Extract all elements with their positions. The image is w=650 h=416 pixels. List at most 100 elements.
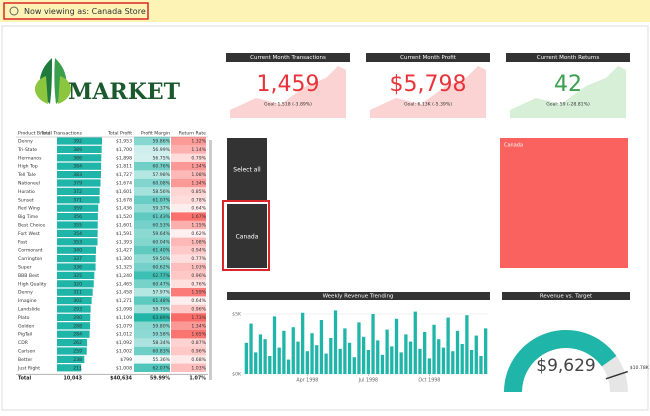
table-cell: $1,700 — [116, 147, 132, 153]
bar — [451, 351, 455, 374]
return-shade — [171, 237, 206, 246]
return-shade — [171, 321, 206, 330]
bar — [418, 348, 422, 374]
table-cell: $1,427 — [116, 248, 132, 254]
map-tile[interactable] — [500, 138, 628, 268]
table-cell: 56.75% — [152, 155, 170, 161]
bar — [474, 335, 478, 374]
sparkline-area — [510, 66, 626, 118]
return-shade — [171, 229, 206, 238]
table-cell: 284 — [73, 332, 82, 338]
x-tick-label: Jul 1998 — [358, 378, 379, 384]
table-cell: 60.62% — [152, 265, 170, 271]
transactions-bar — [57, 288, 93, 296]
margin-shade — [134, 162, 170, 171]
banner-bar — [0, 0, 650, 22]
table-cell: 311 — [73, 290, 82, 296]
card-title: Current Month Returns — [537, 55, 600, 61]
bar — [390, 346, 394, 374]
table-cell: Tell Tale — [17, 172, 36, 178]
table-cell: $1,898 — [116, 155, 132, 161]
table-cell: PigTail — [18, 332, 32, 338]
bar — [479, 356, 483, 374]
table-cell: 1.34% — [191, 323, 206, 329]
margin-shade — [134, 313, 170, 322]
table-cell: 238 — [73, 357, 82, 363]
table-cell: 1.34% — [191, 181, 206, 187]
table-cell: Cormorant — [18, 248, 43, 254]
bar — [310, 333, 314, 374]
bar — [460, 344, 464, 374]
table-cell: 61.43% — [152, 214, 170, 220]
table-cell: 58.34% — [152, 340, 170, 346]
table-cell: 259 — [73, 349, 82, 355]
transactions-bar — [57, 137, 102, 145]
table-cell: 1.03% — [191, 265, 206, 271]
bar — [455, 330, 460, 374]
table-cell: 0.78% — [191, 197, 206, 203]
table-cell: Just Right — [17, 365, 40, 371]
return-shade — [171, 162, 206, 171]
bar — [484, 328, 488, 374]
table-cell: $1,240 — [116, 273, 132, 279]
bar — [249, 323, 253, 374]
slicer-tile[interactable] — [227, 204, 267, 268]
table-cell: 0.64% — [191, 206, 206, 212]
return-shade — [171, 279, 206, 288]
slicer-label[interactable]: Canada — [236, 234, 259, 241]
table-cell: 384 — [73, 164, 82, 170]
return-shade — [171, 153, 206, 162]
table-cell: $1,674 — [116, 181, 132, 187]
gauge-target-label: $10.78K — [630, 365, 650, 371]
table-cell: 0.85% — [191, 189, 206, 195]
scrollbar — [209, 140, 212, 380]
table-cell: 353 — [73, 239, 82, 245]
margin-shade — [134, 262, 170, 272]
slicer-label[interactable]: Select all — [233, 167, 261, 174]
bar — [427, 358, 431, 374]
return-shade — [171, 212, 206, 221]
banner-text: Now viewing as: Canada Store — [24, 7, 146, 16]
margin-shade — [134, 229, 170, 238]
table-cell: 383 — [73, 172, 82, 178]
table-cell: 371 — [73, 197, 82, 203]
table-cell: High Quality — [18, 281, 47, 287]
column-header: Product Brand — [18, 131, 51, 137]
bar — [343, 328, 347, 374]
margin-shade — [134, 304, 170, 314]
return-shade — [171, 355, 206, 364]
table-cell: 0.77% — [191, 256, 206, 262]
bar — [399, 352, 403, 374]
logo-leaves — [34, 58, 72, 104]
table-cell: 0.76% — [191, 281, 206, 287]
table-cell: Horatio — [18, 189, 35, 195]
table-cell: $1,393 — [116, 239, 132, 245]
table-cell: Denny — [18, 290, 33, 296]
table-cell: 0.94% — [191, 248, 206, 254]
table-cell: 62.07% — [152, 365, 170, 371]
return-shade — [171, 170, 206, 179]
transactions-bar — [57, 322, 91, 330]
chart-header — [502, 292, 630, 300]
table-cell: 302 — [73, 298, 82, 304]
margin-shade — [134, 279, 170, 288]
table-cell: 58.79% — [152, 307, 170, 313]
return-shade — [171, 271, 206, 280]
slicer-tile[interactable] — [227, 138, 267, 200]
table-cell: 1.34% — [191, 164, 206, 170]
column-header: Profit Margin — [141, 131, 170, 137]
card-goal: Goal: 59 (-28.81%) — [546, 102, 590, 108]
table-cell: 61.40% — [152, 248, 170, 254]
table-cell: Plato — [18, 315, 30, 321]
bar — [277, 347, 281, 374]
table-cell: Big Time — [18, 214, 38, 220]
margin-shade — [134, 145, 170, 154]
card-goal: Goal: 6.13K (-5.39%) — [404, 102, 452, 108]
map-tile-label: Canada — [504, 143, 523, 149]
table-cell: High Top — [18, 164, 38, 170]
table-cell: 359 — [73, 206, 82, 212]
table-cell: $1,458 — [116, 290, 132, 296]
transactions-bar — [57, 364, 82, 372]
transactions-bar — [57, 213, 98, 221]
